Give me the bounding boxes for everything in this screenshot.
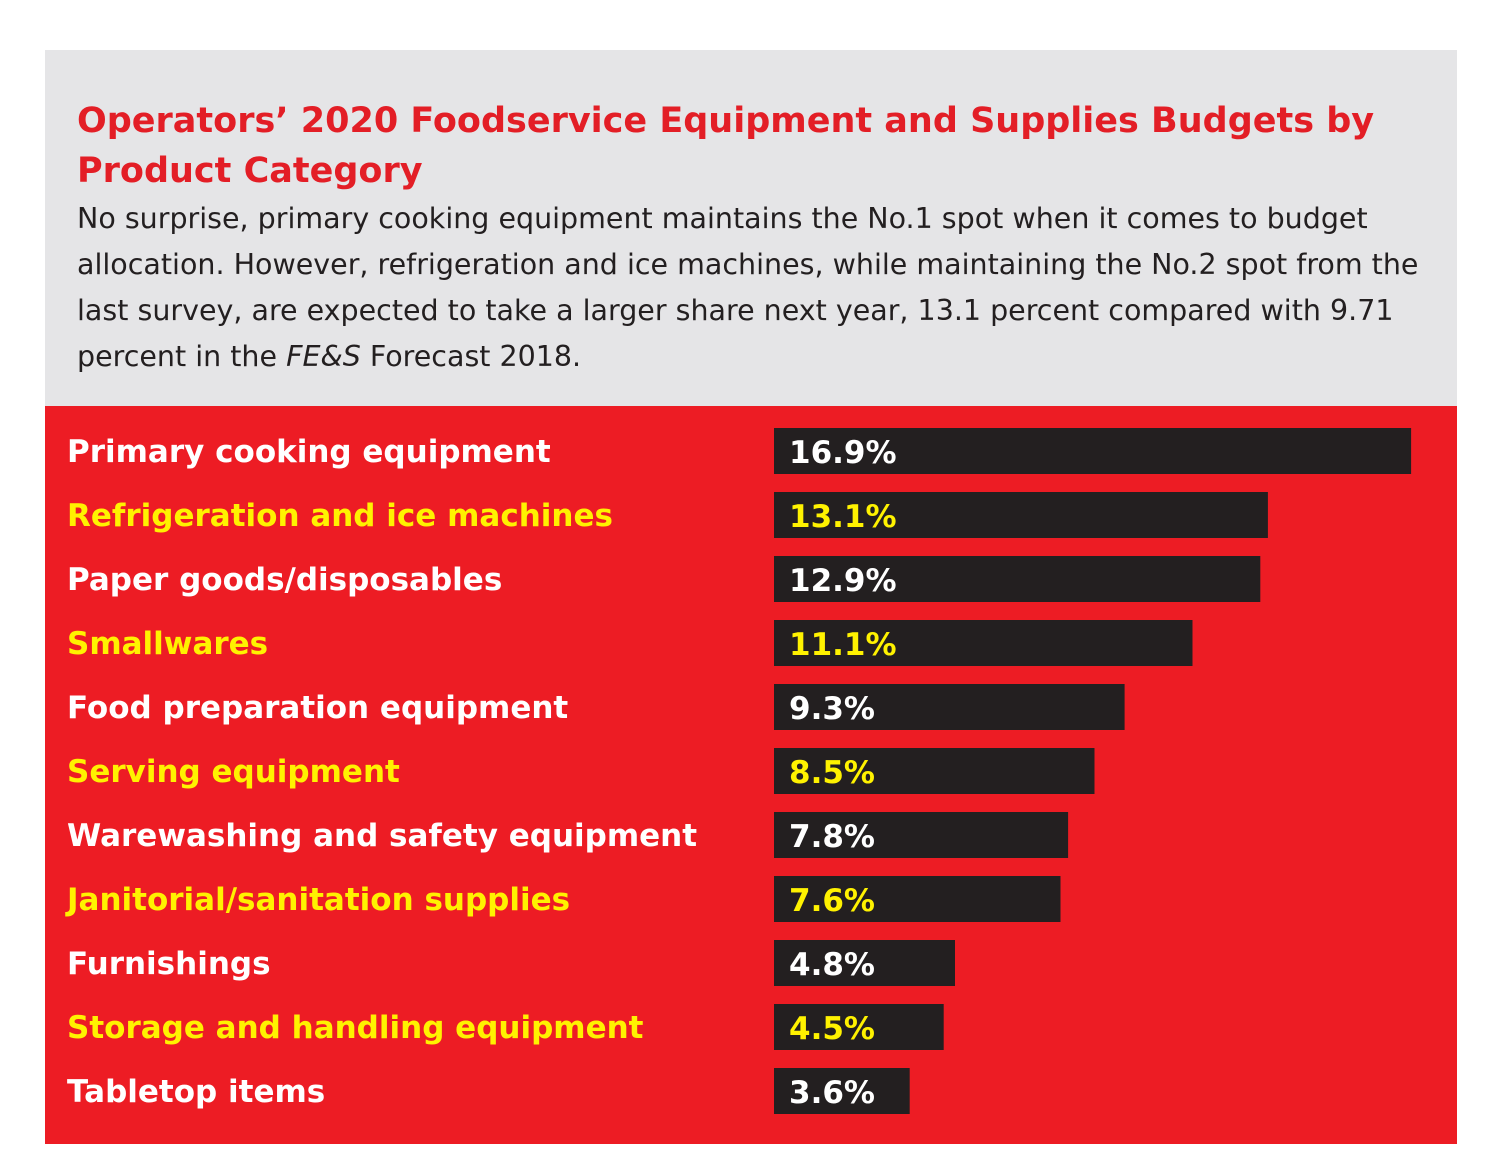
bar: [774, 684, 1125, 730]
data-label: 7.6%: [789, 883, 875, 919]
bar: [774, 748, 1095, 794]
bar-chart: Primary cooking equipment 16.9% Refrigerat…: [45, 406, 1457, 1144]
category-label: Smallwares: [67, 626, 268, 662]
category-label: Food preparation equipment: [67, 690, 568, 726]
category-label: Paper goods/disposables: [67, 562, 502, 598]
category-label: Warewashing and safety equipment: [67, 818, 697, 854]
bar: [774, 940, 955, 986]
category-label: Serving equipment: [67, 754, 400, 790]
data-label: 13.1%: [789, 499, 897, 535]
data-label: 4.8%: [789, 947, 875, 983]
data-label: 11.1%: [789, 627, 897, 663]
category-label: Refrigeration and ice machines: [67, 498, 613, 534]
subtitle-emphasis: FE&S: [286, 340, 361, 373]
category-label: Tabletop items: [67, 1074, 325, 1110]
data-label: 7.8%: [789, 819, 875, 855]
data-label: 12.9%: [789, 563, 897, 599]
subtitle-text-end: Forecast 2018.: [360, 340, 582, 373]
bar: [774, 492, 1268, 538]
category-label: Furnishings: [67, 946, 271, 982]
data-label: 16.9%: [789, 435, 897, 471]
category-label: Janitorial/sanitation supplies: [65, 882, 570, 918]
bar: [774, 556, 1261, 602]
bar: [774, 812, 1069, 858]
header-panel: Operators’ 2020 Foodservice Equipment an…: [45, 50, 1457, 406]
category-label: Primary cooking equipment: [67, 434, 551, 470]
data-label: 4.5%: [789, 1011, 875, 1047]
chart-title: Operators’ 2020 Foodservice Equipment an…: [77, 101, 1375, 191]
data-label: 3.6%: [789, 1075, 875, 1111]
chart-subtitle: No surprise, primary cooking equipment m…: [77, 196, 1422, 380]
subtitle-text: No surprise, primary cooking equipment m…: [77, 202, 1419, 373]
bar: [774, 1068, 910, 1114]
category-label: Storage and handling equipment: [67, 1010, 644, 1046]
bar: [774, 428, 1412, 474]
infographic-card: Operators’ 2020 Foodservice Equipment an…: [45, 50, 1457, 1144]
bar-chart-svg: Primary cooking equipment 16.9% Refrigerat…: [65, 428, 1412, 1114]
data-label: 9.3%: [789, 691, 875, 727]
data-label: 8.5%: [789, 755, 875, 791]
bar: [774, 1004, 944, 1050]
bar: [774, 620, 1193, 666]
bar: [774, 876, 1061, 922]
